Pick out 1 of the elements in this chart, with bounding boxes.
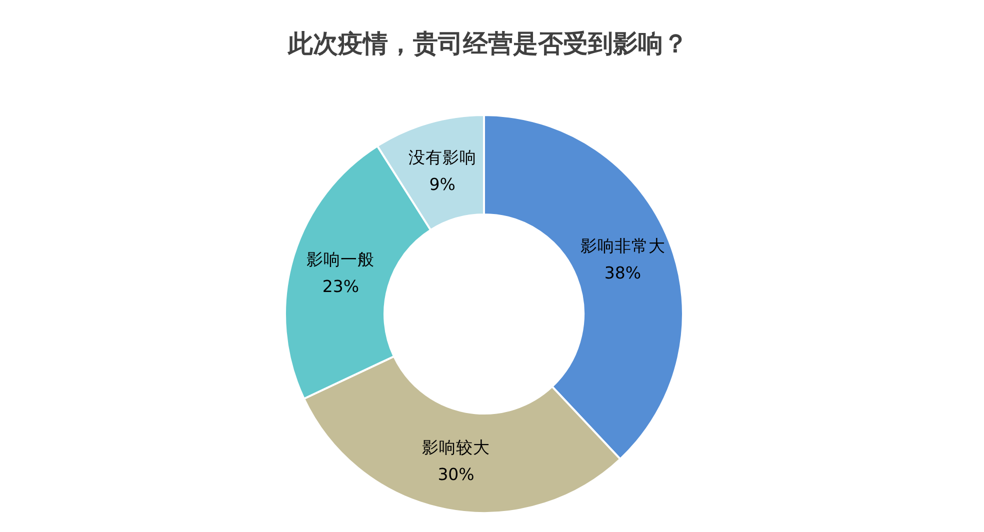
title: 此次疫情，贵司经营是否受到影响？ bbox=[288, 29, 688, 58]
